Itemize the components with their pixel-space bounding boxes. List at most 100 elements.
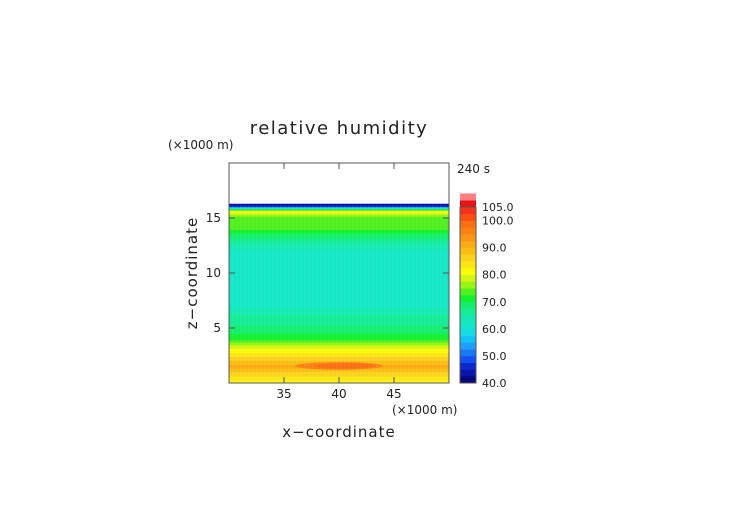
contour-band [229, 216, 449, 218]
contour-band [229, 229, 449, 230]
x-unit-label: (×1000 m) [392, 403, 457, 417]
colorbar-swatch [460, 213, 476, 221]
contour-band [229, 240, 449, 242]
contour-band [229, 343, 449, 345]
contour-band [229, 219, 449, 221]
x-axis-label: x−coordinate [282, 423, 395, 441]
contour-band [229, 308, 449, 310]
contour-band [229, 346, 449, 348]
contour-band [229, 287, 449, 289]
contour-band [229, 207, 449, 208]
contour-band [229, 237, 449, 239]
contour-band [229, 359, 449, 361]
contour-band [229, 332, 449, 334]
contour-band [229, 205, 449, 207]
contour-band [229, 329, 449, 331]
contour-band [229, 327, 449, 329]
contour-band [229, 339, 449, 341]
contour-band [229, 316, 449, 318]
contour-band [229, 209, 449, 211]
contour-band [229, 236, 449, 238]
colorbar-tick-label: 80.0 [482, 269, 507, 282]
contour-band [229, 319, 449, 321]
contour-band [229, 373, 449, 375]
contour-band [229, 276, 449, 278]
contour-band [229, 254, 449, 256]
contour-band [229, 298, 449, 300]
contour-band [229, 299, 449, 301]
contour-band [229, 224, 449, 225]
contour-band [229, 255, 449, 257]
contour-band [229, 270, 449, 272]
contour-band [229, 251, 449, 252]
contour-band [229, 290, 449, 291]
contour-band [229, 248, 449, 250]
contour-band [229, 312, 449, 313]
contour-band [229, 375, 449, 377]
contour-band [229, 213, 449, 215]
contour-band [229, 328, 449, 329]
contour-band [229, 361, 449, 362]
contour-band [229, 338, 449, 340]
contour-band [229, 291, 449, 293]
contour-band [229, 275, 449, 277]
contour-band [229, 307, 449, 309]
y-axis: 5 10 15 [206, 211, 449, 335]
contour-band [229, 369, 449, 371]
colorbar-swatch [460, 200, 476, 208]
contour-band [229, 353, 449, 355]
contour-band [229, 281, 449, 283]
contour-band [229, 354, 449, 356]
contour-band [229, 312, 449, 314]
contour-band [229, 214, 449, 216]
contour-band [229, 356, 449, 357]
contour-band [229, 273, 449, 275]
contour-band [229, 252, 449, 254]
contour-band [229, 331, 449, 333]
contour-band [229, 309, 449, 311]
heatmap-field [229, 203, 449, 384]
contour-band [229, 233, 449, 235]
contour-band [229, 256, 449, 258]
contour-band [229, 304, 449, 306]
contour-band [229, 295, 449, 297]
colorbar-tick-label: 40.0 [482, 377, 507, 390]
contour-band [229, 277, 449, 279]
contour-band [229, 329, 449, 331]
contour-band [229, 258, 449, 260]
colorbar-swatch [460, 281, 476, 289]
colorbar-tick-label: 90.0 [482, 242, 507, 255]
colorbar-swatch [460, 342, 476, 350]
contour-band [229, 359, 449, 361]
contour-band [229, 241, 449, 243]
contour-band [229, 237, 449, 239]
contour-band [229, 290, 449, 292]
contour-band [229, 230, 449, 232]
contour-band [229, 246, 449, 248]
contour-band [229, 323, 449, 324]
contour-band [229, 334, 449, 335]
contour-band [229, 348, 449, 350]
contour-band [229, 295, 449, 296]
contour-band [229, 330, 449, 332]
contour-band [229, 314, 449, 316]
colorbar-swatch [460, 315, 476, 323]
colorbar-swatch [460, 254, 476, 262]
contour-band [229, 210, 449, 212]
contour-band [229, 323, 449, 325]
contour-band [229, 293, 449, 295]
colorbar-tick-label: 100.0 [482, 215, 514, 228]
contour-band [229, 315, 449, 317]
contour-band [229, 370, 449, 372]
contour-band [229, 232, 449, 234]
contour-band [229, 372, 449, 373]
x-tick-label: 40 [331, 387, 346, 401]
colorbar-swatch [460, 376, 476, 384]
colorbar-swatch [460, 349, 476, 357]
contour-band [229, 372, 449, 374]
contour-band [229, 252, 449, 254]
contour-band [229, 231, 449, 233]
contour-band [229, 324, 449, 326]
contour-band [229, 205, 449, 207]
contour-band [229, 375, 449, 377]
